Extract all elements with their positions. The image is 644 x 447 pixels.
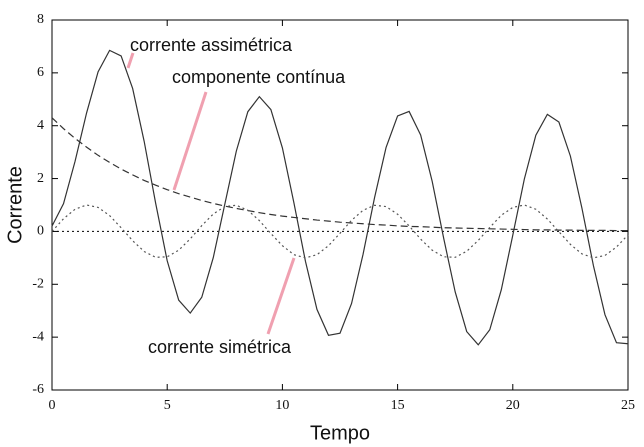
x-tick-label: 20	[506, 398, 520, 413]
annotation: corrente assimétrica	[130, 35, 293, 55]
x-tick-label: 15	[391, 398, 405, 413]
y-tick-label: -4	[32, 329, 44, 344]
series-line	[51, 49, 629, 346]
annotation: componente contínua	[172, 67, 346, 87]
annotation-pointer	[266, 257, 296, 335]
y-tick-label: -2	[32, 277, 44, 292]
plot-frame	[51, 19, 629, 391]
x-tick-label: 10	[275, 398, 289, 413]
y-tick-label: 2	[37, 171, 44, 186]
x-tick-label: 25	[621, 398, 635, 413]
x-tick-label: 5	[164, 398, 171, 413]
annotation: corrente simétrica	[148, 337, 292, 357]
y-tick-label: 0	[37, 224, 44, 239]
y-tick-label: 8	[37, 12, 44, 27]
y-tick-label: 6	[37, 65, 44, 80]
x-axis-title: Tempo	[310, 422, 370, 444]
annotation-pointer	[126, 52, 135, 69]
y-tick-label: -6	[32, 382, 44, 397]
series-line	[51, 117, 628, 232]
y-tick-label: 4	[37, 118, 44, 133]
x-tick-label: 0	[49, 398, 56, 413]
series-line	[51, 204, 629, 259]
annotation-pointer	[172, 91, 208, 191]
y-axis-title: Corrente	[4, 166, 26, 244]
